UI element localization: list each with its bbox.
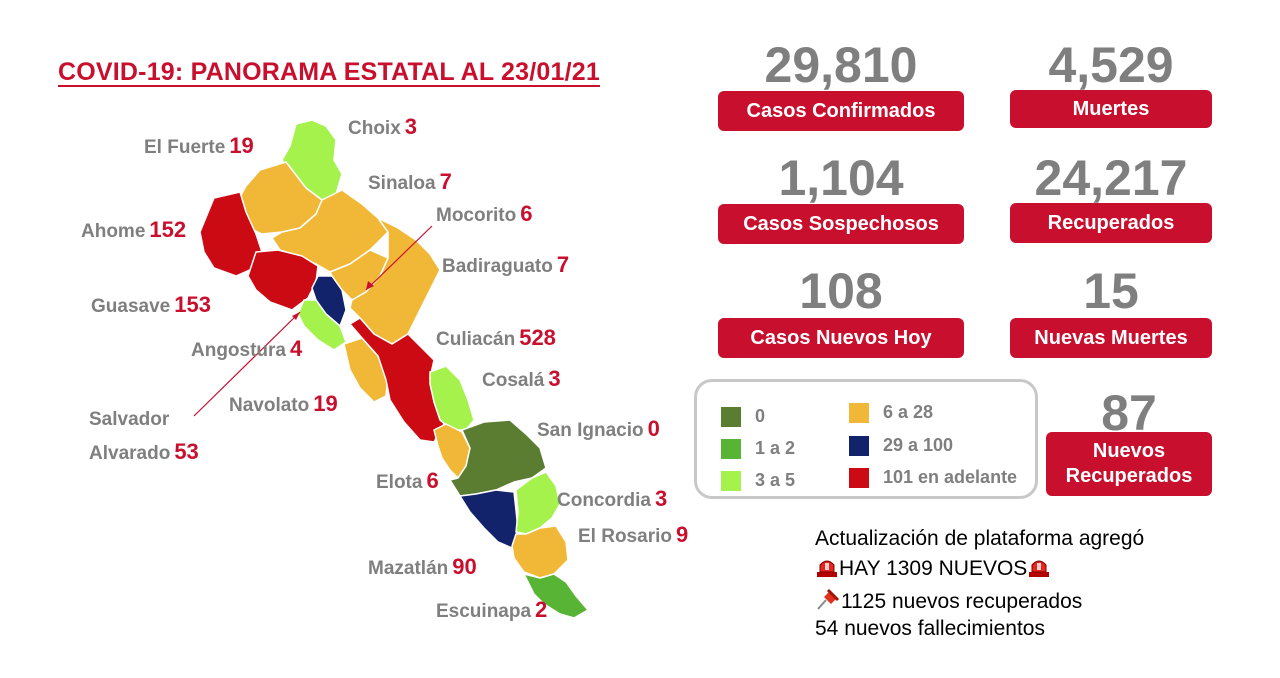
label-salvador-alvarado-line1: Salvador: [89, 409, 170, 430]
label-mocorito: Mocorito 6: [436, 201, 533, 226]
nuevas-muertes-label: Nuevas Muertes: [1010, 318, 1212, 358]
label-mazatlan: Mazatlán 90: [368, 554, 477, 579]
region-angostura: [297, 299, 347, 351]
label-el-rosario: El Rosario 9: [578, 522, 689, 547]
label-angostura: Angostura 4: [191, 336, 303, 361]
label-escuinapa: Escuinapa 2: [436, 597, 548, 622]
label-culiacan: Culiacán 528: [436, 325, 556, 350]
pointer-line-mocorito: [365, 225, 433, 291]
muertes-label: Muertes: [1010, 90, 1212, 128]
pointer-line-salvador: [193, 311, 301, 417]
muertes-value: 4,529: [1048, 37, 1174, 93]
confirmados-value: 29,810: [764, 37, 918, 93]
siren-icon: [817, 560, 837, 577]
siren-icon: [1029, 560, 1050, 577]
label-salvador-alvarado: Alvarado 53: [89, 439, 199, 464]
note-line-3: 1125 nuevos recuperados: [815, 587, 1082, 614]
label-navolato: Navolato 19: [229, 391, 338, 416]
legend-item-6a28: 6 a 28: [849, 402, 933, 423]
label-badiraguato: Badiraguato 7: [442, 252, 570, 277]
legend-item-29a100: 29 a 100: [849, 435, 953, 456]
label-ahome: Ahome 152: [81, 217, 187, 242]
legend: 0 1 a 2 3 a 5 6 a 28 29 a 100 101 en ade…: [694, 379, 1038, 499]
note-line-1: Actualización de plataforma agregó: [815, 527, 1145, 550]
recuperados-label: Recuperados: [1010, 203, 1212, 243]
sospechosos-value: 1,104: [778, 150, 904, 206]
label-elota: Elota 6: [376, 468, 439, 493]
label-concordia: Concordia 3: [557, 486, 668, 511]
legend-item-3a5: 3 a 5: [721, 470, 795, 491]
nuevos-recuperados-label: Nuevos Recuperados: [1046, 432, 1212, 496]
legend-swatch: [849, 402, 869, 423]
confirmados-label: Casos Confirmados: [718, 91, 964, 131]
label-sinaloa: Sinaloa 7: [368, 169, 452, 194]
pointer-arrowhead-mocorito: [366, 281, 374, 290]
region-guasave: [247, 249, 319, 311]
nuevos-hoy-value: 108: [799, 263, 883, 319]
label-cosala: Cosalá 3: [482, 366, 561, 391]
region-san-ignacio: [449, 419, 547, 497]
label-el-fuerte: El Fuerte 19: [144, 133, 254, 158]
legend-swatch: [721, 438, 741, 459]
label-guasave: Guasave 153: [91, 292, 211, 317]
region-escuinapa: [523, 573, 589, 619]
legend-item-101: 101 en adelante: [849, 467, 1017, 488]
page-title: COVID-19: PANORAMA ESTATAL AL 23/01/21: [58, 58, 600, 86]
recuperados-value: 24,217: [1034, 150, 1188, 206]
region-sinaloa: [271, 189, 389, 273]
nuevas-muertes-value: 15: [1083, 263, 1139, 319]
legend-swatch: [849, 467, 869, 488]
legend-item-0: 0: [721, 406, 765, 427]
legend-swatch: [849, 435, 869, 456]
note-line-4: 54 nuevos fallecimientos: [815, 617, 1045, 640]
label-choix: Choix 3: [348, 114, 418, 139]
sinaloa-map: [193, 119, 589, 619]
region-el-rosario: [511, 525, 569, 579]
nuevos-recuperados-value: 87: [1101, 385, 1157, 441]
legend-item-1a2: 1 a 2: [721, 438, 795, 459]
label-san-ignacio: San Ignacio 0: [537, 416, 660, 441]
pushpin-icon: [817, 588, 840, 610]
legend-swatch: [721, 470, 741, 491]
sospechosos-label: Casos Sospechosos: [718, 204, 964, 244]
legend-swatch: [721, 406, 741, 427]
note-line-2: HAY 1309 NUEVOS: [815, 556, 1051, 581]
nuevos-hoy-label: Casos Nuevos Hoy: [718, 318, 964, 358]
region-concordia: [515, 471, 561, 535]
pointer-arrowhead-salvador: [292, 312, 300, 320]
region-mazatlan: [459, 489, 519, 549]
